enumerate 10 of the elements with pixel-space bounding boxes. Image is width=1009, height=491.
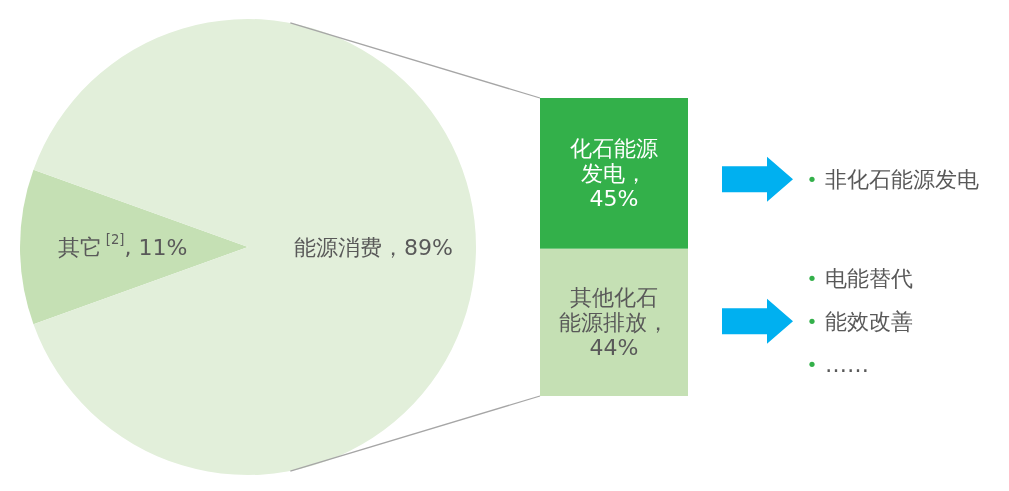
slice-label: 其它$^{[2]}$, 11% [57,232,188,260]
data-label: 45% [589,185,639,211]
slice-label: 能源消费，89% [293,234,453,260]
annotation: 能效改善 [825,308,913,334]
data-label: 44% [589,334,639,360]
annotation: 电能替代 [825,265,913,291]
series-name: 其他化石能源排放， [559,284,669,335]
annotation: …… [825,351,869,377]
series-name: 化石能源发电， [570,135,658,186]
annotation: 非化石能源发电 [825,166,979,192]
